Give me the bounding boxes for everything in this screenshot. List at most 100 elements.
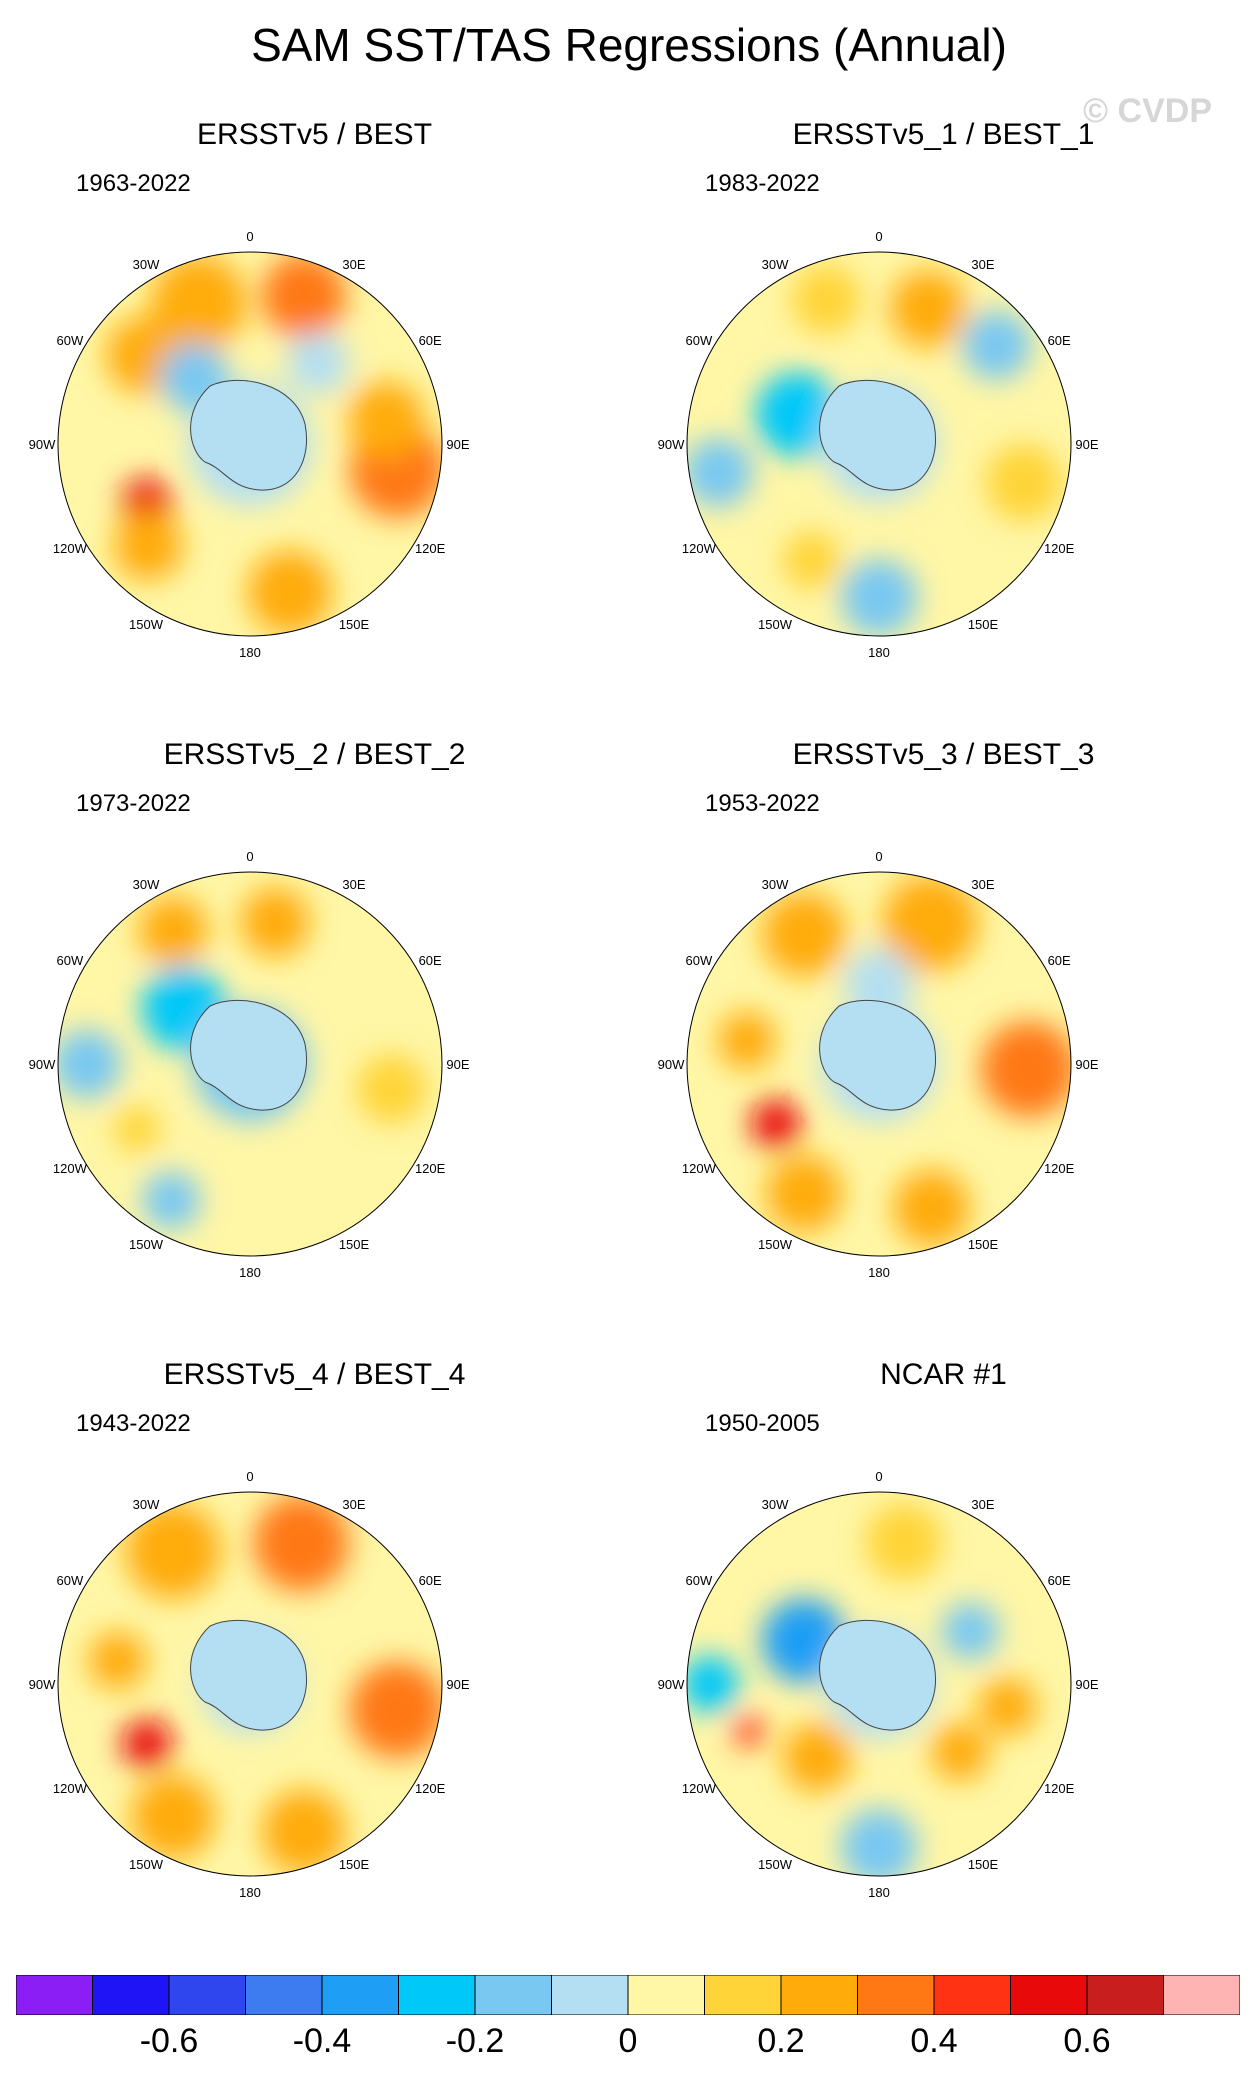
map-panel: ERSSTv5_3 / BEST_3 1953-2022 0 30E 60E 90E 1… — [629, 738, 1258, 1358]
colorbar-tick-label: 0.6 — [1063, 2022, 1111, 2060]
longitude-label: 30E — [342, 1497, 365, 1512]
longitude-label: 30E — [342, 877, 365, 892]
colorbar-tick-label: -0.4 — [292, 2022, 352, 2060]
longitude-label: 90E — [1075, 1057, 1098, 1072]
longitude-label: 180 — [868, 645, 890, 660]
panel-title: ERSSTv5 / BEST — [196, 118, 433, 151]
longitude-label: 90W — [29, 1057, 56, 1072]
anomaly-blob — [357, 1054, 427, 1124]
anomaly-blob — [247, 550, 332, 635]
anomaly-blob — [113, 1106, 160, 1153]
longitude-label: 0 — [246, 849, 253, 864]
anomaly-blob — [261, 253, 347, 339]
colorbar-swatch — [168, 1975, 246, 2015]
anomaly-blob — [962, 310, 1032, 380]
anomaly-blob — [882, 875, 979, 972]
polar-map: 0 30E 60E 90E 120E 150E 180 150W 120W 90W 60W 30W — [658, 849, 1099, 1280]
longitude-label: 90W — [658, 437, 685, 452]
longitude-label: 30E — [971, 257, 994, 272]
longitude-label: 60W — [685, 953, 712, 968]
anomaly-blob — [253, 1495, 350, 1592]
antarctica — [819, 1619, 936, 1731]
anomaly-blob — [978, 1677, 1037, 1736]
longitude-label: 60W — [56, 333, 83, 348]
anomaly-blob — [347, 381, 425, 459]
anomaly-blob — [865, 1503, 943, 1581]
anomaly-blob — [138, 896, 208, 966]
colorbar-labels: -0.6 -0.4 -0.2 0 0.2 0.4 0.6 — [0, 2022, 1258, 2072]
longitude-label: 60W — [56, 1573, 83, 1588]
longitude-label: 120W — [682, 541, 717, 556]
anomaly-blob — [783, 531, 841, 590]
anomaly-blob — [142, 1171, 201, 1230]
longitude-label: 60E — [419, 953, 442, 968]
colorbar-swatch — [627, 1975, 705, 2015]
antarctica — [190, 999, 307, 1111]
anomaly-blob — [130, 1774, 216, 1860]
colorbar-swatch — [1163, 1975, 1240, 2015]
longitude-label: 0 — [875, 849, 882, 864]
longitude-label: 150E — [339, 1857, 370, 1872]
longitude-label: 90W — [29, 1677, 56, 1692]
longitude-label: 120E — [415, 1161, 446, 1176]
longitude-label: 60E — [1048, 333, 1071, 348]
colorbar-swatch — [551, 1975, 629, 2015]
panel-title: ERSSTv5_2 / BEST_2 — [163, 738, 466, 771]
polar-map: 0 30E 60E 90E 120E 150E 180 150W 120W 90W 60W 30W — [29, 849, 470, 1280]
map-panel: ERSSTv5_4 / BEST_4 1943-2022 0 30E 60E 90E 1… — [0, 1358, 629, 1978]
colorbar-tick-label: -0.2 — [445, 2022, 505, 2060]
map-panel: NCAR #1 1950-2005 0 30E 60E 90E 120E 150E 180 1… — [629, 1358, 1258, 1978]
longitude-label: 180 — [239, 1265, 261, 1280]
anomaly-blob — [750, 1098, 801, 1149]
anomaly-blob — [840, 1808, 918, 1876]
anomaly-blob — [733, 1715, 765, 1747]
colorbar-swatch — [704, 1975, 782, 2015]
anomaly-blob — [931, 1723, 989, 1781]
anomaly-blob — [113, 511, 183, 581]
longitude-label: 120W — [682, 1781, 717, 1796]
longitude-label: 150W — [129, 1237, 164, 1252]
longitude-label: 60W — [685, 333, 712, 348]
colorbar-swatch — [92, 1975, 170, 2015]
longitude-label: 180 — [239, 1885, 261, 1900]
longitude-label: 0 — [246, 229, 253, 244]
longitude-label: 30W — [762, 877, 789, 892]
anomaly-blob — [261, 1789, 347, 1875]
colorbar-tick-label: 0.4 — [910, 2022, 958, 2060]
longitude-label: 0 — [875, 229, 882, 244]
longitude-label: 120W — [53, 1161, 88, 1176]
colorbar-swatch — [1086, 1975, 1164, 2015]
colorbar-tick-label: -0.6 — [139, 2022, 199, 2060]
map-boundary — [686, 871, 1072, 1257]
anomaly-blob — [893, 1169, 970, 1247]
longitude-label: 150W — [758, 617, 793, 632]
colorbar-swatch — [1010, 1975, 1088, 2015]
colorbar-tick-label: 0.2 — [757, 2022, 805, 2060]
antarctica — [190, 379, 307, 491]
colorbar-swatch — [245, 1975, 323, 2015]
anomaly-blob — [687, 437, 753, 507]
panel-title: NCAR #1 — [880, 1358, 1007, 1391]
map-panel: ERSSTv5_1 / BEST_1 1983-2022 0 30E 60E 90E 1… — [629, 118, 1258, 738]
anomaly-blob — [889, 270, 967, 348]
colorbar-swatch — [933, 1975, 1011, 2015]
anomaly-blob — [150, 255, 247, 352]
longitude-label: 90W — [29, 437, 56, 452]
longitude-label: 90E — [446, 437, 469, 452]
anomaly-blob — [840, 559, 918, 636]
anomaly-blob — [985, 444, 1063, 522]
anomaly-blob — [755, 372, 841, 457]
polar-map: 0 30E 60E 90E 120E 150E 180 150W 120W 90W 60W 30W — [29, 1469, 470, 1900]
longitude-label: 120E — [1044, 541, 1075, 556]
colorbar-swatch — [321, 1975, 399, 2015]
longitude-label: 120W — [682, 1161, 717, 1176]
panel-years: 1943-2022 — [76, 1410, 191, 1437]
polar-map: 0 30E 60E 90E 120E 150E 180 150W 120W 90W 60W 30W — [658, 229, 1099, 660]
polar-map: 0 30E 60E 90E 120E 150E 180 150W 120W 90W 60W 30W — [29, 229, 470, 660]
anomaly-blob — [687, 1655, 739, 1713]
longitude-label: 150E — [968, 1237, 999, 1252]
anomaly-blob — [349, 1662, 442, 1759]
longitude-label: 120E — [415, 1781, 446, 1796]
longitude-label: 90E — [1075, 437, 1098, 452]
longitude-label: 150E — [968, 1857, 999, 1872]
